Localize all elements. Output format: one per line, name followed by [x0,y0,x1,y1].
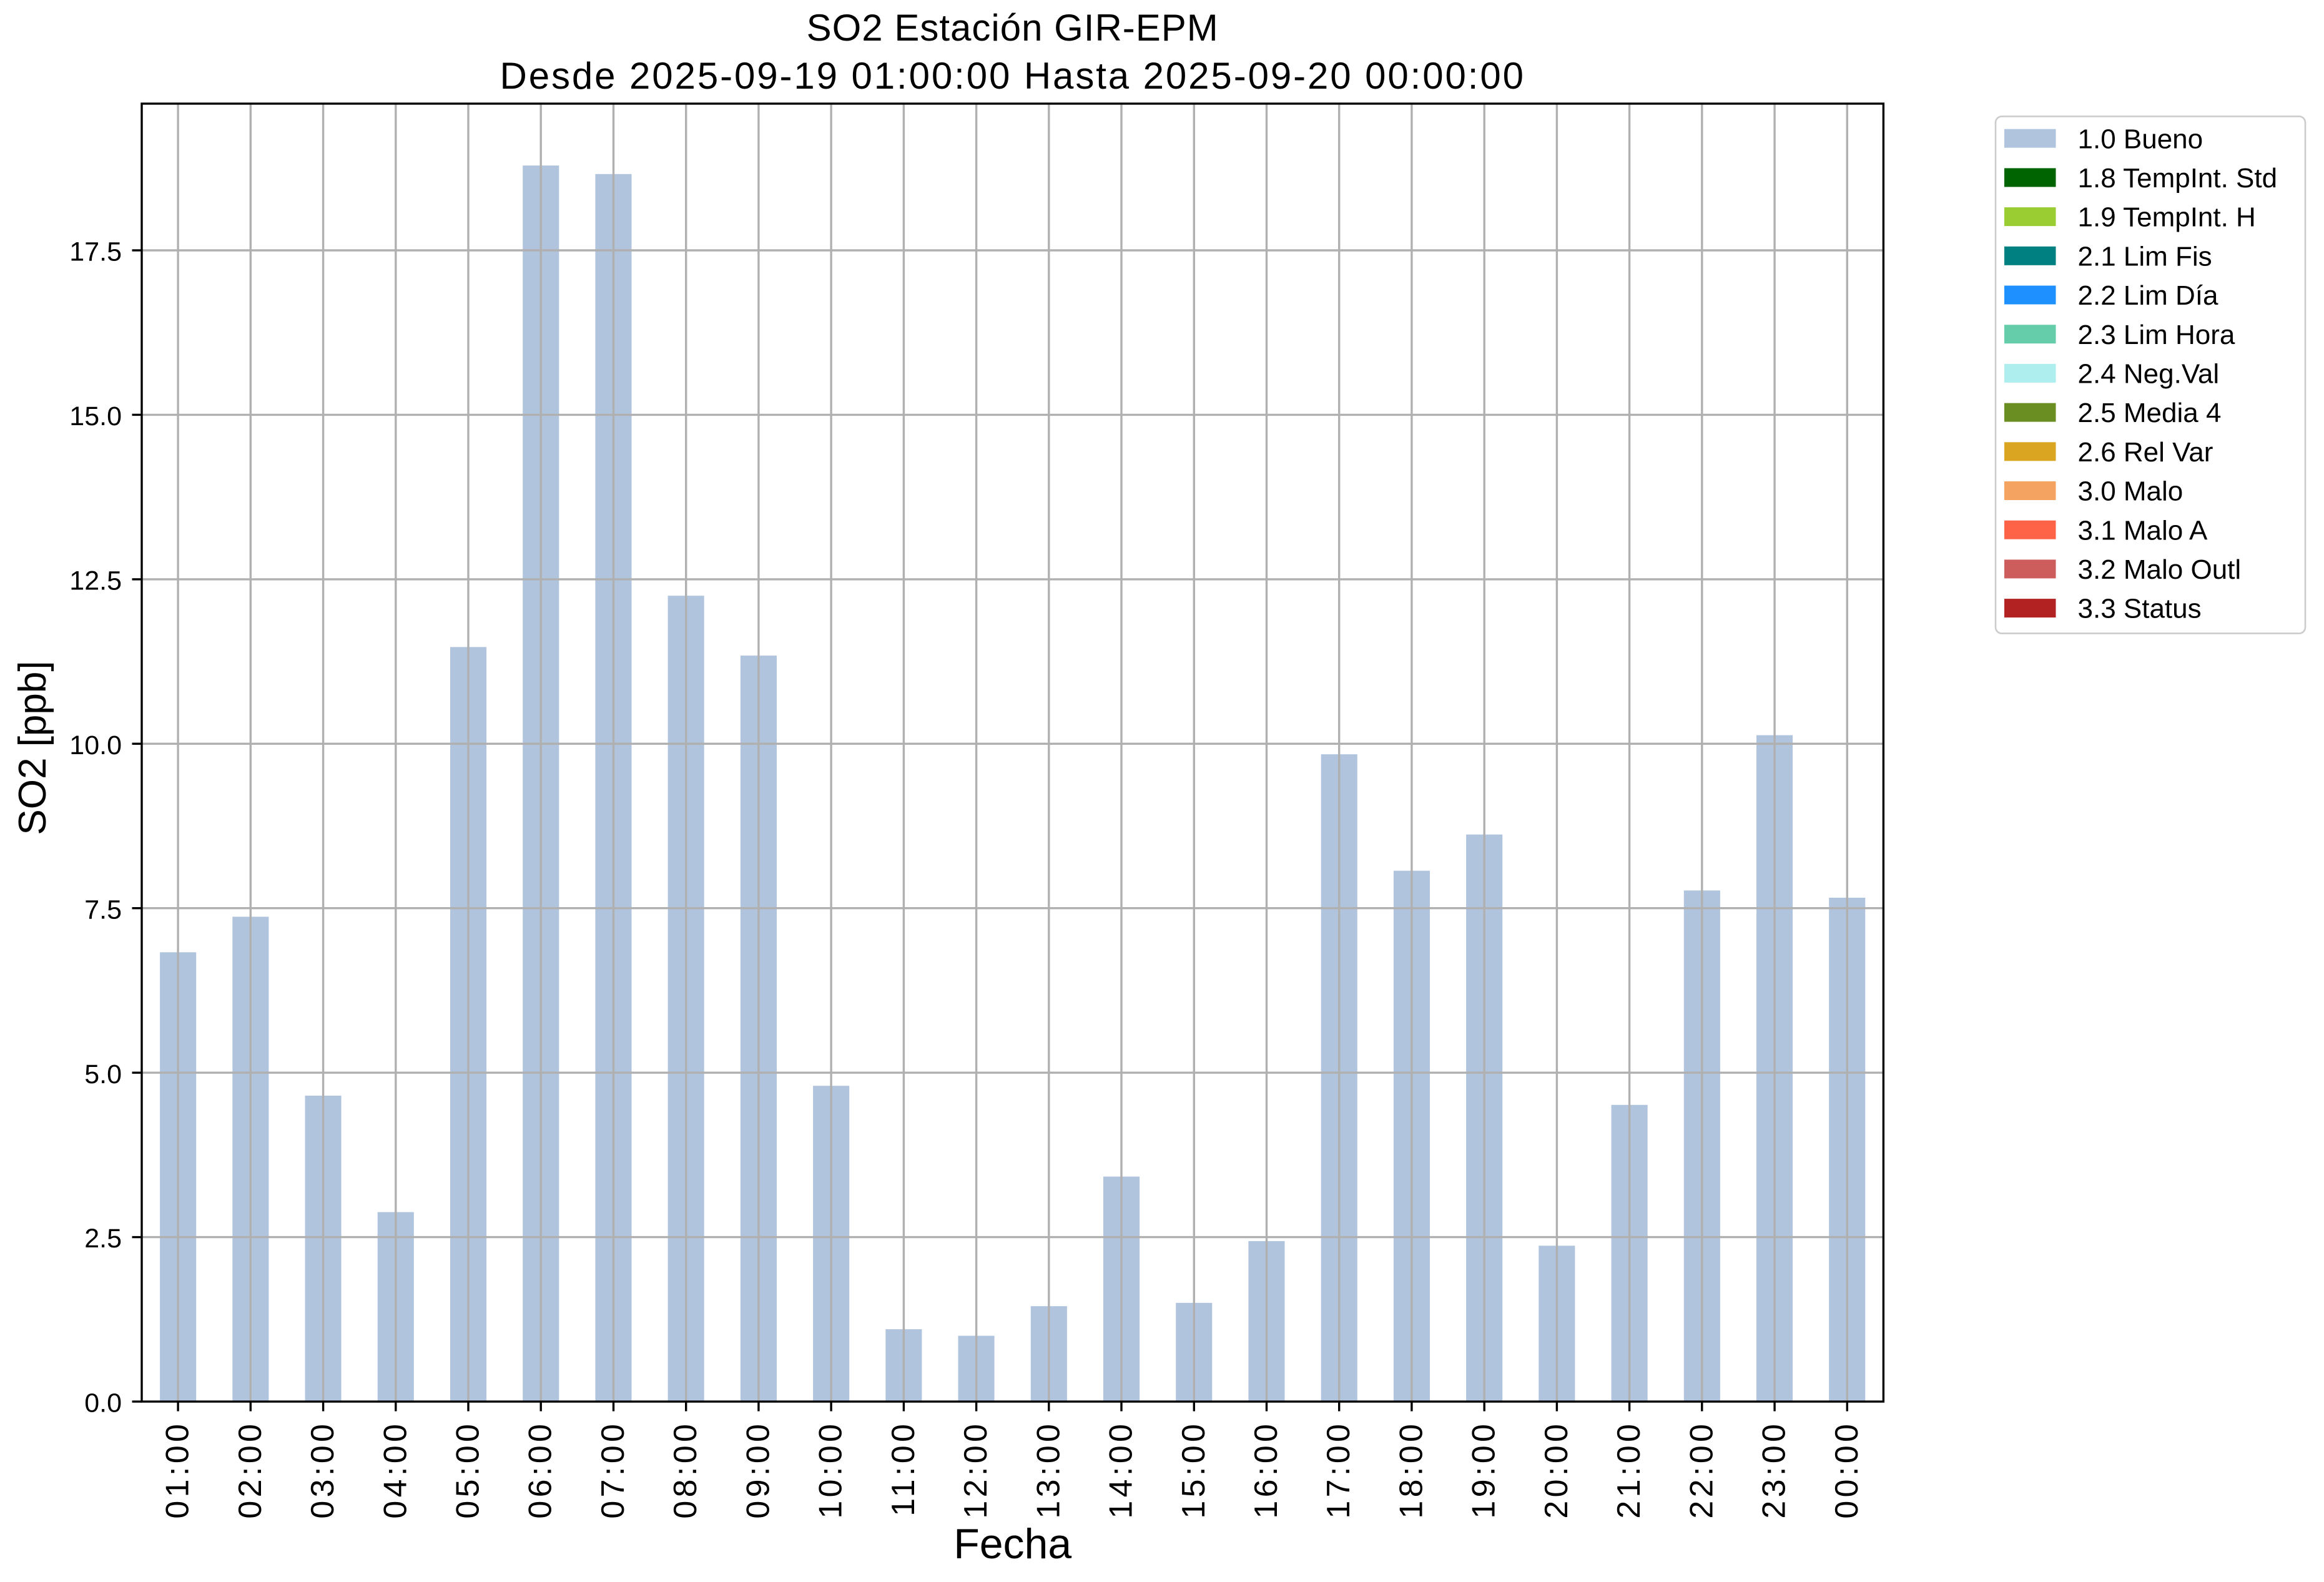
svg-text:3.0 Malo: 3.0 Malo [2078,476,2184,507]
svg-text:Fecha: Fecha [953,1520,1071,1568]
svg-text:08:00: 08:00 [667,1421,704,1519]
svg-text:2.3 Lim Hora: 2.3 Lim Hora [2078,320,2235,350]
svg-text:05:00: 05:00 [450,1421,486,1519]
svg-text:22:00: 22:00 [1683,1421,1720,1519]
svg-text:12:00: 12:00 [958,1421,994,1519]
svg-text:3.1 Malo A: 3.1 Malo A [2078,515,2208,546]
svg-text:11:00: 11:00 [885,1421,922,1516]
svg-text:16:00: 16:00 [1248,1421,1284,1519]
svg-text:SO2 [ppb]: SO2 [ppb] [11,661,54,835]
svg-text:10.0: 10.0 [69,730,122,760]
svg-text:1.9 TempInt. H: 1.9 TempInt. H [2078,202,2256,233]
svg-text:3.3 Status: 3.3 Status [2078,594,2202,624]
svg-text:20:00: 20:00 [1539,1421,1575,1519]
svg-text:1.0 Bueno: 1.0 Bueno [2078,124,2203,154]
svg-text:15.0: 15.0 [69,401,122,431]
svg-text:23:00: 23:00 [1756,1421,1793,1519]
svg-text:10:00: 10:00 [813,1421,849,1519]
svg-text:2.5: 2.5 [84,1224,122,1254]
svg-text:17:00: 17:00 [1321,1421,1357,1519]
svg-text:SO2 Estación GIR-EPM: SO2 Estación GIR-EPM [807,7,1219,49]
svg-text:3.2 Malo Outl: 3.2 Malo Outl [2078,554,2242,585]
svg-text:15:00: 15:00 [1176,1421,1212,1519]
svg-text:21:00: 21:00 [1611,1421,1647,1519]
svg-text:0.0: 0.0 [84,1388,122,1418]
svg-text:09:00: 09:00 [740,1421,776,1519]
svg-text:14:00: 14:00 [1103,1421,1140,1519]
svg-text:2.6 Rel Var: 2.6 Rel Var [2078,437,2213,468]
svg-text:2.1 Lim Fis: 2.1 Lim Fis [2078,241,2212,272]
svg-text:02:00: 02:00 [232,1421,268,1519]
svg-text:01:00: 01:00 [160,1421,196,1519]
svg-text:17.5: 17.5 [69,237,122,267]
svg-text:12.5: 12.5 [69,566,122,596]
svg-text:03:00: 03:00 [305,1421,341,1519]
svg-text:2.4 Neg.Val: 2.4 Neg.Val [2078,359,2220,390]
svg-text:19:00: 19:00 [1466,1421,1502,1519]
svg-text:00:00: 00:00 [1829,1421,1865,1519]
svg-text:06:00: 06:00 [523,1421,559,1519]
svg-text:2.2 Lim Día: 2.2 Lim Día [2078,280,2219,311]
svg-text:2.5 Media 4: 2.5 Media 4 [2078,398,2222,428]
svg-text:Desde 2025-09-19 01:00:00 Hast: Desde 2025-09-19 01:00:00 Hasta 2025-09-… [500,55,1525,97]
svg-text:13:00: 13:00 [1030,1421,1066,1519]
svg-text:04:00: 04:00 [377,1421,413,1519]
svg-text:7.5: 7.5 [84,895,122,925]
svg-text:5.0: 5.0 [84,1059,122,1089]
svg-text:07:00: 07:00 [595,1421,631,1519]
svg-text:18:00: 18:00 [1393,1421,1429,1519]
svg-text:1.8 TempInt. Std: 1.8 TempInt. Std [2078,163,2278,194]
